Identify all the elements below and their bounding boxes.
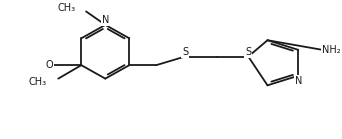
Text: S: S	[245, 47, 251, 57]
Text: N: N	[294, 76, 302, 86]
Text: NH₂: NH₂	[322, 45, 341, 55]
Text: O: O	[46, 60, 53, 70]
Text: S: S	[182, 47, 188, 57]
Text: CH₃: CH₃	[29, 77, 47, 87]
Text: N: N	[102, 15, 109, 25]
Text: CH₃: CH₃	[57, 3, 76, 13]
